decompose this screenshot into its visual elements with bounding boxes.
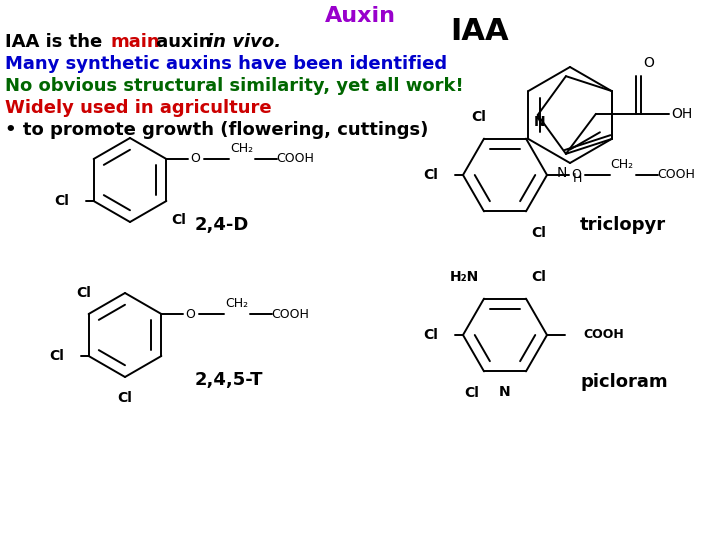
Text: Cl: Cl [76, 286, 91, 300]
Text: main: main [110, 33, 160, 51]
Text: in vivo.: in vivo. [207, 33, 281, 51]
Text: Cl: Cl [49, 349, 63, 363]
Text: O: O [571, 168, 581, 181]
Text: N: N [534, 114, 546, 129]
Text: O: O [643, 56, 654, 70]
Text: Cl: Cl [464, 387, 479, 400]
Text: CH₂: CH₂ [225, 297, 248, 310]
Text: Cl: Cl [423, 168, 438, 182]
Text: 2,4-D: 2,4-D [195, 216, 249, 234]
Text: Cl: Cl [472, 110, 487, 124]
Text: IAA: IAA [450, 17, 508, 46]
Text: Auxin: Auxin [325, 6, 395, 26]
Text: 2,4,5-T: 2,4,5-T [195, 371, 264, 389]
Text: N: N [499, 386, 510, 400]
Text: O: O [190, 152, 200, 165]
Text: O: O [186, 307, 195, 321]
Text: N: N [557, 166, 567, 180]
Text: triclopyr: triclopyr [580, 216, 666, 234]
Text: COOH: COOH [276, 152, 315, 165]
Text: Cl: Cl [531, 269, 546, 284]
Text: IAA is the: IAA is the [5, 33, 109, 51]
Text: COOH: COOH [271, 307, 310, 321]
Text: COOH: COOH [583, 328, 624, 341]
Text: Many synthetic auxins have been identified: Many synthetic auxins have been identifi… [5, 55, 447, 73]
Text: CH₂: CH₂ [611, 158, 634, 171]
Text: Widely used in agriculture: Widely used in agriculture [5, 99, 271, 117]
Text: picloram: picloram [580, 373, 667, 391]
Text: OH: OH [671, 107, 692, 121]
Text: No obvious structural similarity, yet all work!: No obvious structural similarity, yet al… [5, 77, 464, 95]
Text: H₂N: H₂N [450, 269, 479, 284]
Text: COOH: COOH [657, 168, 695, 181]
Text: Cl: Cl [171, 213, 186, 227]
Text: • to promote growth (flowering, cuttings): • to promote growth (flowering, cuttings… [5, 121, 428, 139]
Text: CH₂: CH₂ [230, 142, 253, 155]
Text: Cl: Cl [531, 226, 546, 240]
Text: auxin: auxin [150, 33, 217, 51]
Text: Cl: Cl [54, 194, 68, 208]
Text: Cl: Cl [423, 328, 438, 342]
Text: Cl: Cl [117, 391, 132, 405]
Text: H: H [573, 172, 582, 185]
